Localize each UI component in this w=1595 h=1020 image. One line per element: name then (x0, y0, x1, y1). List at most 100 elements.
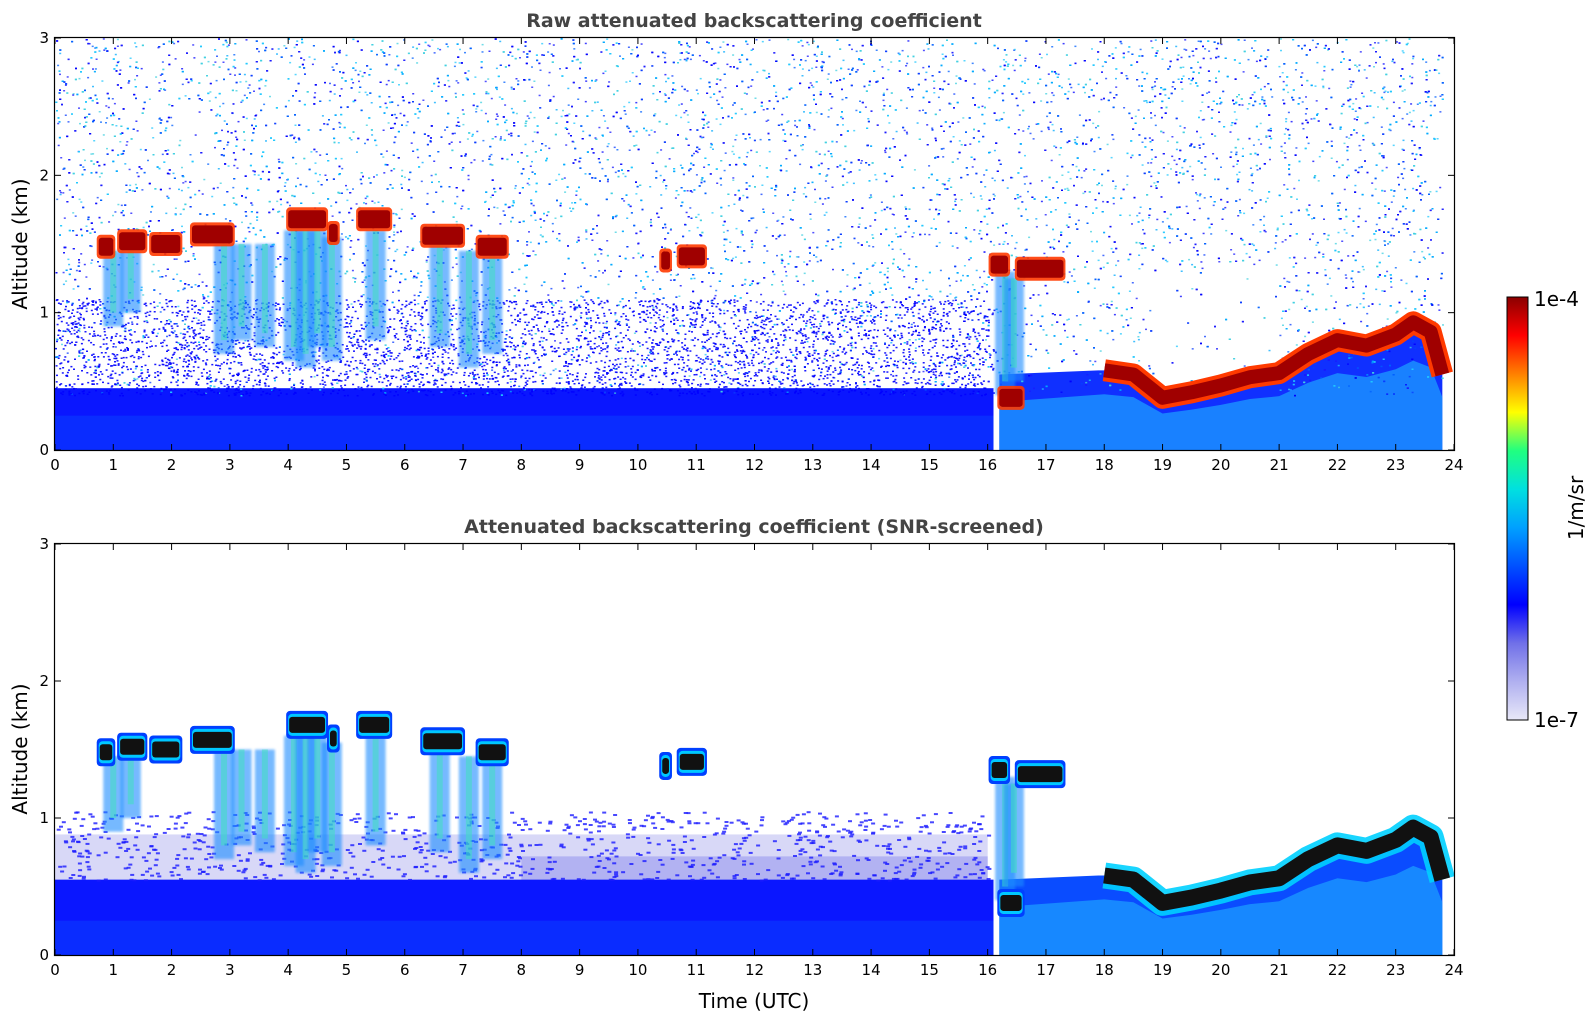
noise-pixel (1387, 243, 1390, 245)
noise-pixel (560, 115, 563, 118)
noise-pixel (1180, 56, 1183, 59)
noise-pixel (324, 174, 327, 176)
noise-pixel (1042, 329, 1045, 331)
noise-pixel (801, 148, 804, 151)
noise-pixel (640, 43, 643, 45)
noise-pixel (65, 280, 68, 282)
noise-pixel (269, 95, 271, 98)
noise-pixel (448, 85, 451, 88)
noise-pixel (652, 293, 655, 295)
noise-pixel (954, 198, 957, 200)
noise-pixel (912, 232, 915, 234)
noise-pixel (1038, 53, 1041, 55)
noise-pixel (337, 142, 340, 144)
noise-pixel (173, 330, 176, 332)
noise-pixel (1236, 163, 1239, 165)
noise-pixel (702, 136, 705, 139)
noise-pixel (215, 379, 218, 381)
noise-pixel (620, 357, 623, 360)
noise-pixel (1252, 224, 1255, 226)
noise-pixel (786, 391, 789, 393)
noise-pixel (1287, 91, 1290, 94)
noise-pixel (551, 222, 554, 225)
noise-pixel (914, 347, 917, 349)
noise-pixel (1347, 363, 1349, 365)
noise-pixel (427, 44, 430, 47)
noise-pixel (502, 369, 505, 371)
noise-pixel (890, 61, 893, 63)
noise-pixel (679, 285, 682, 287)
noise-pixel (453, 132, 456, 135)
noise-pixel (134, 368, 137, 370)
noise-pixel (755, 301, 758, 303)
noise-pixel (762, 208, 765, 210)
noise-pixel (749, 352, 752, 355)
noise-pixel (400, 183, 403, 186)
noise-pixel (1203, 254, 1206, 256)
noise-pixel (161, 61, 164, 63)
noise-pixel (1044, 214, 1047, 216)
noise-pixel (855, 50, 858, 53)
noise-pixel (91, 259, 94, 261)
noise-pixel (878, 291, 881, 293)
noise-pixel (136, 172, 139, 174)
noise-pixel (614, 215, 617, 218)
noise-pixel (310, 151, 313, 153)
noise-pixel (1439, 95, 1442, 97)
noise-pixel (192, 44, 195, 46)
noise-pixel (1175, 148, 1178, 151)
noise-pixel (1411, 63, 1414, 65)
noise-pixel (826, 174, 829, 176)
noise-pixel (205, 392, 208, 394)
noise-pixel (1285, 127, 1287, 130)
noise-pixel (530, 334, 533, 336)
noise-pixel (62, 271, 65, 274)
noise-pixel (1422, 256, 1425, 259)
noise-pixel (815, 111, 818, 114)
noise-pixel (866, 315, 869, 317)
noise-pixel (567, 87, 570, 90)
noise-pixel (1285, 118, 1288, 120)
noise-pixel (1082, 192, 1085, 195)
noise-pixel (467, 174, 470, 177)
noise-pixel (79, 312, 81, 315)
noise-pixel (787, 38, 790, 41)
noise-pixel (781, 113, 784, 116)
noise-pixel (817, 299, 820, 302)
noise-pixel (458, 62, 461, 64)
noise-pixel (1404, 307, 1407, 310)
noise-pixel (1359, 149, 1362, 151)
noise-pixel (1093, 287, 1096, 289)
noise-pixel (813, 128, 816, 131)
noise-pixel (165, 212, 168, 215)
noise-pixel (1166, 174, 1169, 176)
noise-pixel (340, 88, 343, 90)
noise-pixel (778, 318, 781, 320)
noise-pixel (174, 207, 177, 209)
noise-pixel (782, 290, 785, 292)
noise-pixel (1241, 104, 1244, 106)
noise-pixel (1358, 64, 1361, 66)
noise-pixel (783, 266, 786, 268)
noise-pixel (1289, 389, 1292, 391)
noise-pixel (135, 120, 138, 122)
noise-pixel (531, 86, 534, 88)
noise-pixel (1312, 160, 1315, 163)
noise-pixel (1209, 57, 1212, 60)
noise-pixel (983, 270, 986, 273)
noise-pixel (351, 269, 354, 272)
noise-pixel (377, 201, 380, 203)
noise-pixel (1156, 218, 1159, 221)
noise-pixel (107, 106, 110, 109)
noise-pixel (806, 55, 809, 57)
noise-pixel (422, 99, 425, 101)
noise-pixel (802, 193, 805, 195)
noise-pixel (1058, 154, 1061, 156)
noise-pixel (481, 160, 484, 162)
noise-pixel (1097, 58, 1099, 61)
noise-pixel (1416, 103, 1419, 105)
noise-pixel (664, 52, 667, 55)
noise-pixel (872, 348, 875, 350)
noise-pixel (1437, 304, 1440, 306)
noise-pixel (454, 61, 457, 64)
